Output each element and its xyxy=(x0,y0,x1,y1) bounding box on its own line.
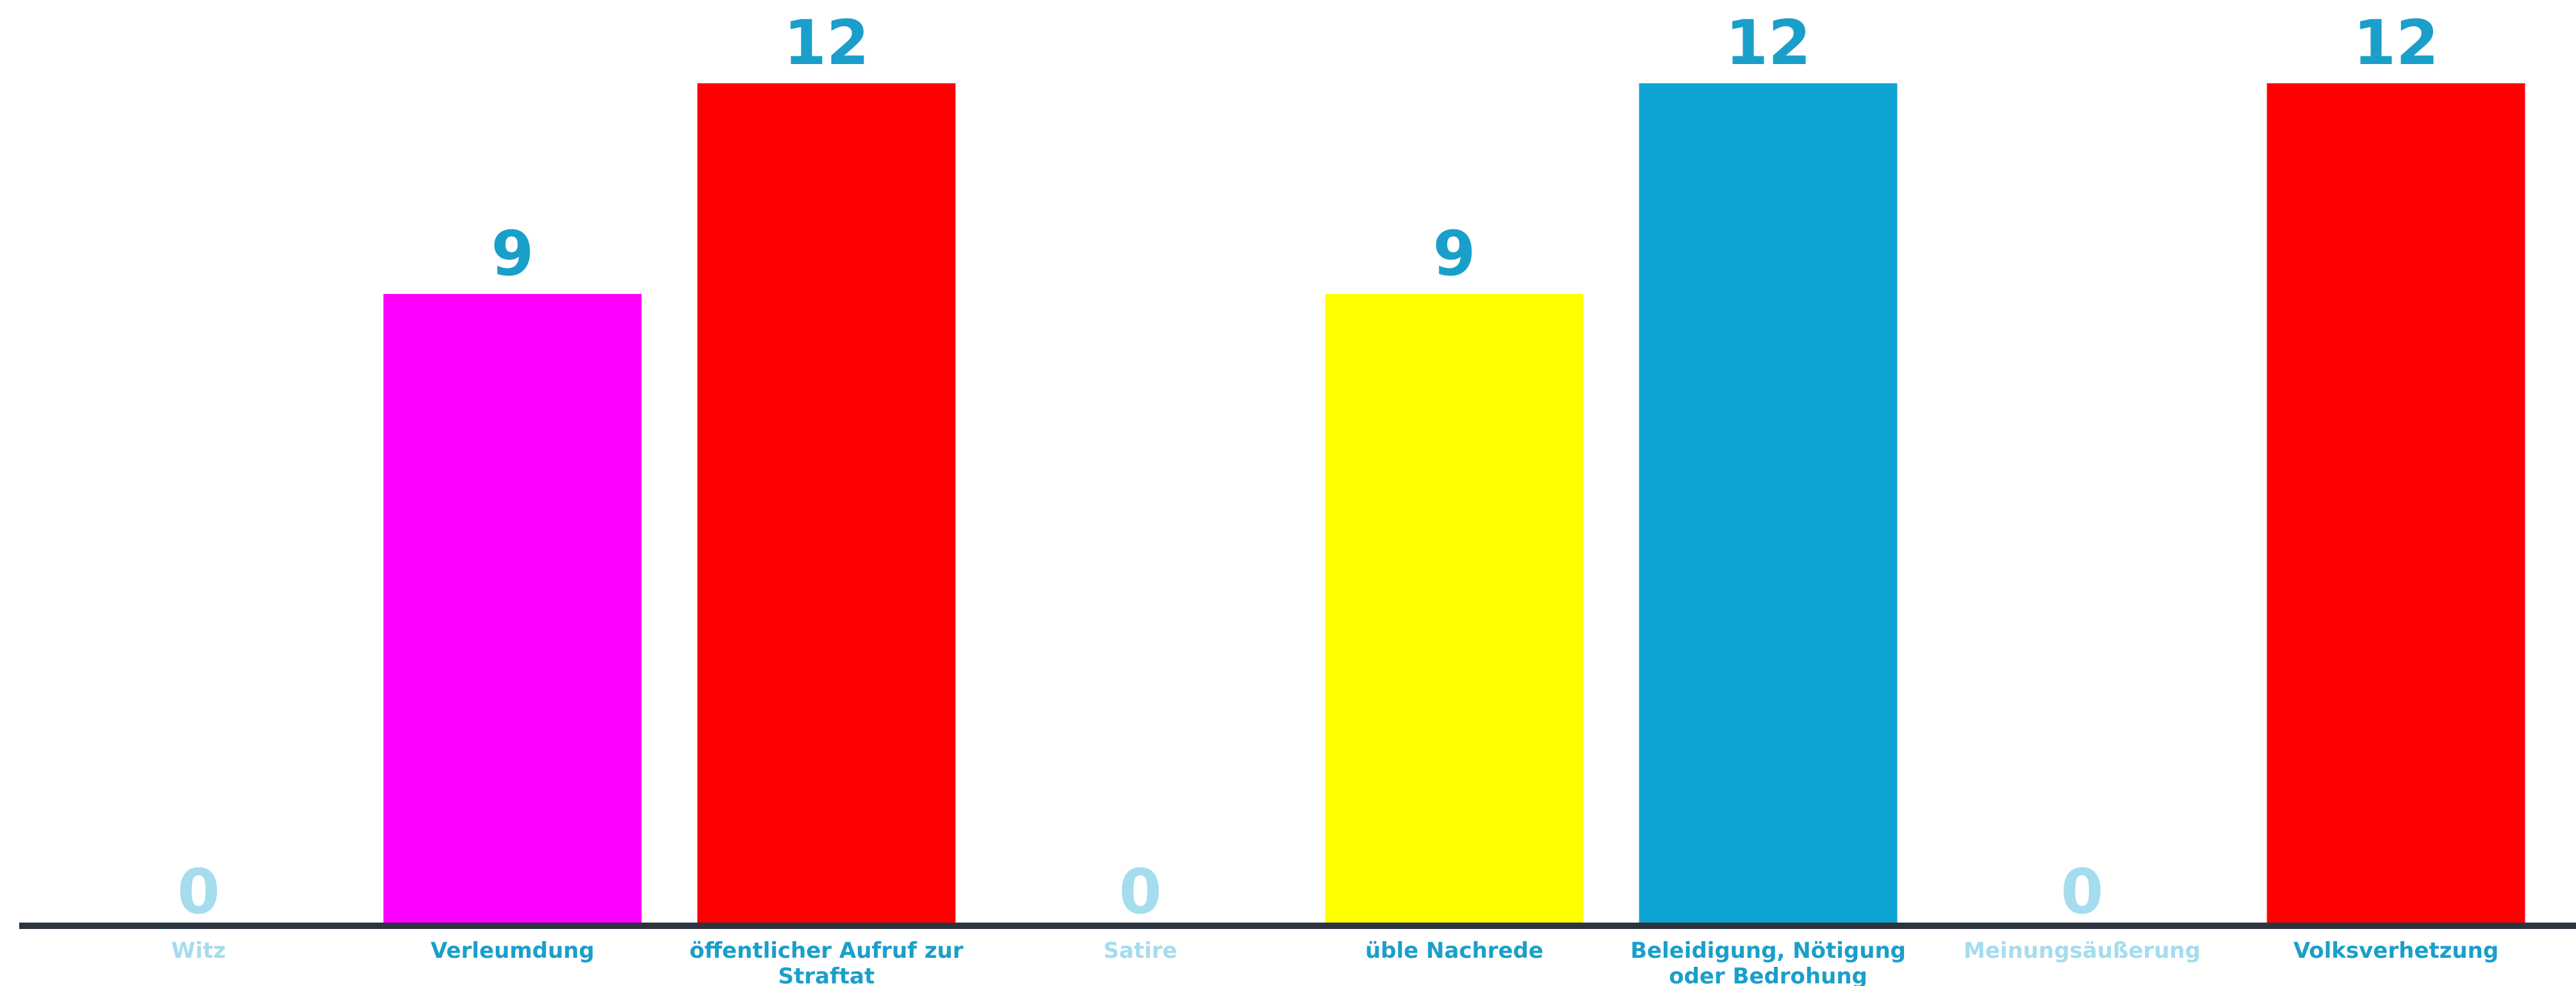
category-label-line: Verleumdung xyxy=(431,938,595,964)
bar-value-label: 0 xyxy=(177,856,220,928)
category-label-line: Satire xyxy=(1103,938,1177,964)
bar-value-label: 9 xyxy=(491,218,534,290)
category-label-line: Meinungsäußerung xyxy=(1964,938,2201,964)
category-label: Volksverhetzung xyxy=(2293,938,2498,964)
x-axis-line xyxy=(19,923,2576,929)
bar xyxy=(1325,293,1584,926)
bar-value-label: 12 xyxy=(1725,7,1811,79)
category-label: üble Nachrede xyxy=(1365,938,1543,964)
category-label: Meinungsäußerung xyxy=(1964,938,2201,964)
category-label: Verleumdung xyxy=(431,938,595,964)
bar xyxy=(697,83,956,926)
category-label-line: öffentlicher Aufruf zur xyxy=(689,938,964,964)
category-label-line: üble Nachrede xyxy=(1365,938,1543,964)
bar-value-label: 0 xyxy=(1119,856,1162,928)
category-label-line: oder Bedrohung xyxy=(1669,964,1867,986)
category-label: öffentlicher Aufruf zur Straftat xyxy=(689,938,964,986)
bar xyxy=(383,293,642,926)
category-label-line: Straftat xyxy=(778,964,875,986)
category-label: Witz xyxy=(171,938,226,964)
bar-value-label: 9 xyxy=(1433,218,1476,290)
category-label-line: Witz xyxy=(171,938,226,964)
category-label-line: Volksverhetzung xyxy=(2293,938,2498,964)
bar-value-label: 12 xyxy=(2353,7,2439,79)
bar xyxy=(1639,83,1898,926)
category-label: Satire xyxy=(1103,938,1177,964)
category-label-line: Beleidigung, Nötigung xyxy=(1630,938,1906,964)
bar-value-label: 0 xyxy=(2061,856,2104,928)
bar-value-label: 12 xyxy=(783,7,869,79)
category-label: Beleidigung, Nötigung oder Bedrohung xyxy=(1630,938,1906,986)
bar xyxy=(2267,83,2525,926)
